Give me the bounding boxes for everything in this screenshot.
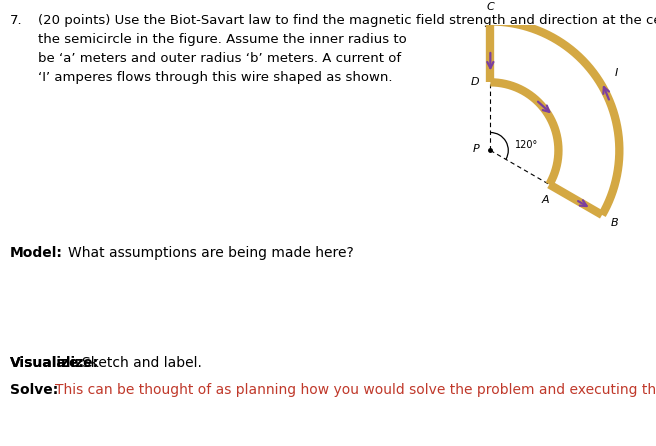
Text: A: A: [542, 195, 550, 205]
Text: This can be thought of as planning how you would solve the problem and executing: This can be thought of as planning how y…: [55, 383, 656, 397]
Text: 120°: 120°: [516, 140, 539, 150]
Text: I: I: [615, 67, 618, 78]
Text: 7.: 7.: [10, 14, 22, 27]
Text: Visualize:: Visualize:: [10, 356, 85, 370]
Text: B: B: [611, 219, 619, 228]
Text: C: C: [487, 3, 494, 12]
Text: P: P: [473, 144, 480, 153]
Text: What assumptions are being made here?: What assumptions are being made here?: [68, 246, 354, 260]
Text: Solve:: Solve:: [10, 383, 58, 397]
Text: D: D: [471, 77, 480, 87]
Text: ‘I’ amperes flows through this wire shaped as shown.: ‘I’ amperes flows through this wire shap…: [38, 71, 392, 84]
Text: (20 points) Use the Biot-Savart law to find the magnetic field strength and dire: (20 points) Use the Biot-Savart law to f…: [38, 14, 656, 27]
Text: the semicircle in the figure. Assume the inner radius to: the semicircle in the figure. Assume the…: [38, 33, 407, 46]
Text: Model:: Model:: [10, 246, 63, 260]
Text: Visualalize:: Visualalize:: [10, 356, 99, 370]
Text: be ‘a’ meters and outer radius ‘b’ meters. A current of: be ‘a’ meters and outer radius ‘b’ meter…: [38, 52, 401, 65]
Text: Sketch and label.: Sketch and label.: [82, 356, 202, 370]
